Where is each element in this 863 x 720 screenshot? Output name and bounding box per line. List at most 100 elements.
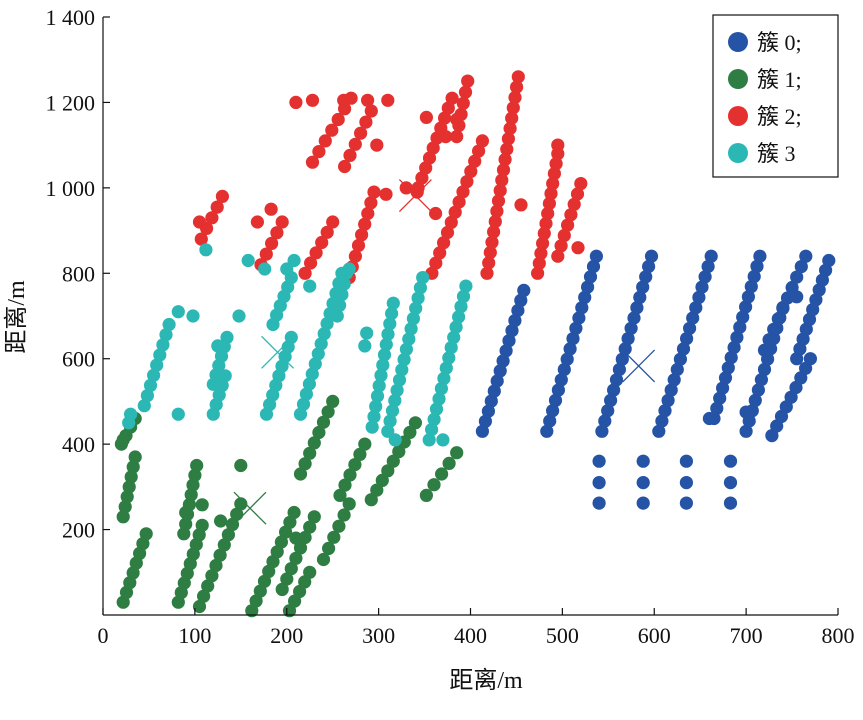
data-point-series-0 (733, 320, 747, 334)
data-point-series-1 (275, 582, 289, 597)
data-point-series-3 (287, 253, 301, 268)
data-point-series-2 (433, 246, 447, 260)
data-point-series-0 (592, 496, 606, 510)
data-point-series-2 (531, 266, 545, 280)
data-point-series-0 (551, 383, 566, 397)
data-point-series-0 (546, 404, 560, 418)
data-point-series-2 (571, 241, 585, 255)
data-point-series-3 (392, 373, 407, 387)
data-point-series-0 (487, 384, 501, 398)
data-point-series-0 (499, 344, 513, 358)
data-point-series-0 (604, 393, 618, 407)
data-point-series-3 (360, 326, 374, 340)
data-point-series-1 (118, 500, 132, 514)
data-point-series-3 (369, 399, 383, 413)
data-point-series-1 (120, 490, 134, 504)
data-point-series-0 (652, 424, 666, 438)
data-point-series-3 (311, 347, 325, 361)
data-point-series-0 (736, 310, 750, 324)
data-point-series-0 (493, 364, 507, 378)
data-point-series-2 (298, 266, 312, 280)
x-tick-label: 0 (98, 623, 109, 648)
data-point-series-0 (630, 301, 644, 315)
data-point-series-0 (809, 293, 823, 307)
data-point-series-3 (171, 407, 185, 421)
data-point-series-2 (514, 198, 528, 212)
data-point-series-0 (618, 342, 632, 356)
data-point-series-0 (754, 373, 769, 387)
data-point-series-0 (701, 259, 715, 274)
data-point-series-0 (790, 270, 804, 284)
data-point-series-0 (490, 374, 504, 388)
data-point-series-2 (574, 177, 588, 191)
x-tick-label: 100 (178, 623, 211, 648)
data-point-series-3 (241, 253, 255, 268)
data-point-series-2 (554, 239, 568, 253)
data-point-series-3 (330, 309, 344, 323)
data-point-series-0 (741, 290, 756, 304)
data-point-series-0 (727, 340, 741, 355)
data-point-series-2 (354, 126, 368, 140)
centroid-stroke (622, 349, 656, 383)
data-point-series-1 (293, 541, 308, 555)
data-point-series-2 (551, 138, 565, 152)
data-point-series-1 (427, 478, 441, 492)
data-point-series-0 (670, 362, 684, 377)
data-point-series-3 (122, 416, 136, 430)
data-point-series-3 (147, 368, 161, 382)
data-point-series-1 (116, 510, 130, 524)
data-point-series-2 (450, 112, 464, 127)
data-point-series-2 (468, 154, 482, 168)
x-tick-label: 700 (730, 623, 763, 648)
legend-label: 簇 1; (757, 67, 802, 92)
data-point-series-2 (539, 216, 553, 231)
data-point-series-3 (436, 433, 450, 447)
data-point-series-1 (381, 464, 395, 478)
data-point-series-2 (500, 142, 514, 156)
data-point-series-2 (496, 163, 511, 177)
data-point-series-1 (364, 493, 378, 507)
data-point-series-2 (205, 211, 219, 225)
data-point-series-3 (385, 306, 399, 321)
data-point-series-0 (679, 496, 694, 510)
data-point-series-1 (403, 425, 417, 439)
data-point-series-0 (627, 311, 641, 325)
centroid-stroke (261, 335, 295, 369)
data-point-series-1 (209, 558, 223, 573)
data-point-series-1 (348, 458, 362, 472)
data-point-series-3 (335, 288, 349, 302)
data-point-series-0 (689, 301, 703, 315)
data-point-series-1 (316, 552, 331, 567)
data-point-series-3 (395, 363, 409, 377)
data-point-series-3 (376, 358, 390, 372)
data-point-series-0 (716, 381, 730, 395)
data-point-series-3 (284, 330, 298, 344)
data-point-series-2 (493, 184, 507, 198)
data-point-series-0 (664, 383, 678, 397)
data-point-series-2 (419, 161, 433, 175)
centroid-marker (261, 335, 295, 369)
data-point-series-0 (592, 454, 606, 468)
data-point-series-1 (370, 483, 384, 497)
data-point-series-0 (692, 290, 706, 304)
data-point-series-2 (444, 215, 458, 229)
y-tick-label: 400 (62, 432, 95, 457)
data-point-series-3 (156, 338, 170, 352)
data-point-series-1 (419, 488, 433, 502)
data-point-series-2 (364, 196, 378, 210)
data-point-series-1 (321, 405, 335, 419)
data-point-series-0 (636, 454, 650, 468)
data-point-series-2 (364, 104, 378, 118)
data-point-series-1 (214, 514, 228, 528)
data-point-series-1 (342, 497, 356, 511)
legend: 簇 0; 簇 1; 簇 2; 簇 3 (712, 14, 839, 178)
data-point-series-0 (757, 362, 772, 376)
data-point-series-0 (698, 270, 712, 284)
data-point-series-1 (201, 579, 215, 593)
data-point-series-3 (153, 348, 167, 362)
legend-label: 簇 0; (757, 30, 802, 55)
x-ticks: 0 100 200 300 400 500 600 700 800 (98, 608, 855, 648)
data-point-series-2 (570, 187, 585, 201)
data-point-series-3 (399, 342, 413, 356)
